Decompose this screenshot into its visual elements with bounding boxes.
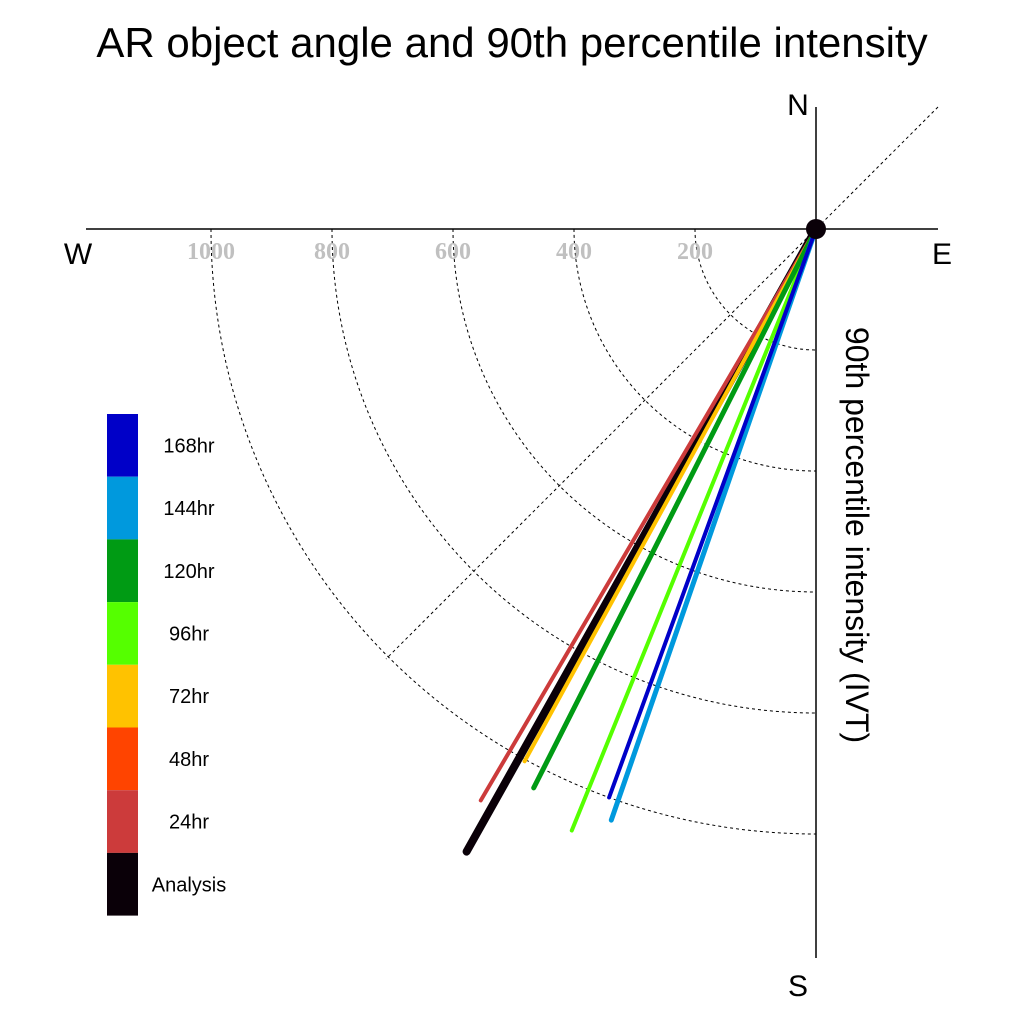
legend-swatch-120hr	[107, 539, 138, 603]
series-line-96hr	[569, 227, 818, 833]
east-label: E	[932, 238, 952, 271]
legend-label-168hr: 168hr	[163, 435, 214, 457]
tick-label-600: 600	[435, 239, 471, 265]
legend-swatch-168hr	[107, 414, 138, 477]
legend-swatch-48hr	[107, 727, 138, 791]
legend-swatch-24hr	[107, 790, 138, 853]
series-line-24hr	[478, 227, 818, 803]
west-label: W	[64, 238, 93, 271]
legend-swatch-analysis	[107, 852, 138, 916]
legend-swatch-144hr	[107, 476, 138, 540]
legend-label-96hr: 96hr	[169, 624, 209, 646]
legend: 168hr 144hr 120hr 96hr 72hr 48hr 24hr Analysis	[107, 414, 226, 916]
tick-label-800: 800	[314, 239, 350, 265]
series-line-120hr	[531, 226, 819, 791]
north-label: N	[787, 89, 809, 122]
legend-label-24hr: 24hr	[169, 812, 209, 834]
legend-label-72hr: 72hr	[169, 686, 209, 708]
tick-label-200: 200	[677, 239, 713, 265]
tick-label-1000: 1000	[187, 239, 235, 265]
legend-label-48hr: 48hr	[169, 749, 209, 771]
ring-200	[694, 228, 817, 351]
ring-400	[573, 228, 817, 472]
legend-swatch-96hr	[107, 602, 138, 665]
series-group	[462, 225, 820, 856]
series-line-168hr	[607, 227, 818, 800]
tick-label-400: 400	[556, 239, 592, 265]
ring-1000	[210, 228, 817, 835]
legend-label-analysis: Analysis	[152, 874, 226, 896]
south-label: S	[788, 970, 808, 1003]
legend-label-144hr: 144hr	[163, 498, 214, 520]
origin-dot	[806, 219, 826, 239]
y-axis-label: 90th percentile intensity (IVT)	[839, 327, 875, 743]
series-line-72hr	[522, 227, 818, 764]
chart-title: AR object angle and 90th percentile inte…	[96, 19, 927, 66]
legend-label-120hr: 120hr	[163, 561, 214, 583]
legend-swatch-72hr	[107, 664, 138, 728]
diagonal-guide-line	[385, 106, 939, 660]
radial-ticks-group: 200 400 600 800 1000	[187, 239, 713, 265]
